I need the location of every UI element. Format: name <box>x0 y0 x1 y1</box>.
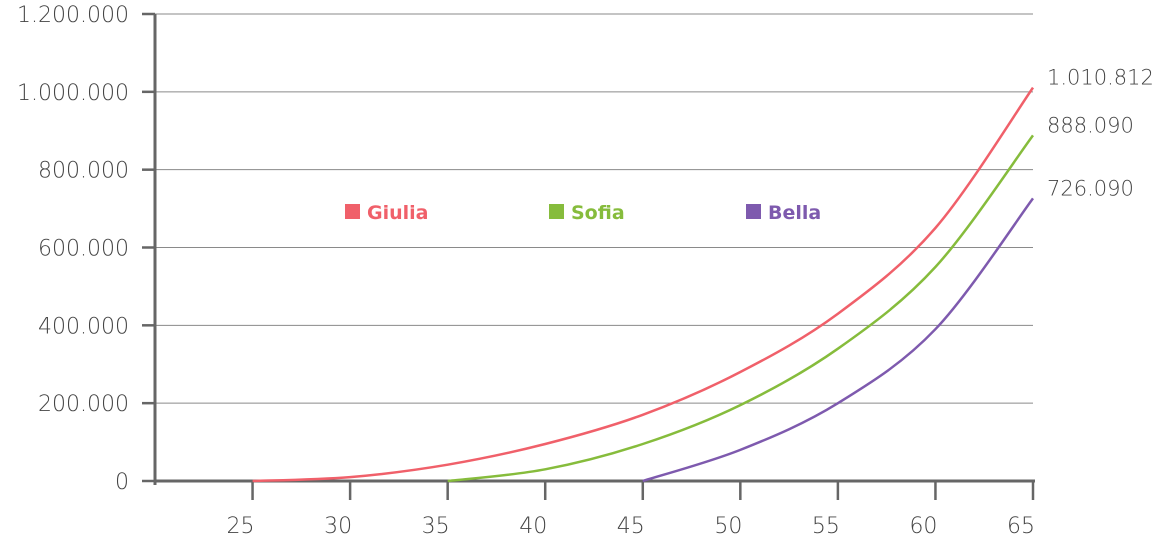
end-label-sofia: 888.090 <box>1047 113 1134 137</box>
x-tick-label: 40 <box>519 514 547 537</box>
y-tick-label: 200.000 <box>38 392 129 417</box>
x-tick-label: 30 <box>324 514 352 537</box>
x-tick-label: 50 <box>714 514 742 537</box>
y-tick-label: 0 <box>115 470 129 495</box>
y-tick-label: 800.000 <box>38 159 129 184</box>
legend-swatch-sofia <box>549 204 564 219</box>
x-tick-label: 65 <box>1007 514 1035 537</box>
x-axis-ticks: 25 30 35 40 45 50 55 60 65 <box>227 481 1035 537</box>
y-axis-ticks: 0 200.000 400.000 600.000 800.000 1.000.000 1.… <box>17 3 155 495</box>
axes <box>153 14 1035 485</box>
x-tick-label: 35 <box>422 514 450 537</box>
series-line-sofia <box>447 134 1035 483</box>
x-tick-label: 55 <box>812 514 840 537</box>
legend-label-giulia: Giulia <box>367 202 428 224</box>
legend: Giulia Sofia Bella <box>345 202 821 224</box>
x-tick-label: 45 <box>617 514 645 537</box>
y-tick-label: 1.000.000 <box>17 81 129 106</box>
y-tick-label: 600.000 <box>38 237 129 262</box>
series-line-bella <box>642 197 1035 483</box>
series-end-labels: 1.010.812 888.090 726.090 <box>1047 66 1154 201</box>
end-label-bella: 726.090 <box>1047 176 1134 200</box>
legend-label-sofia: Sofia <box>571 202 625 224</box>
y-tick-label: 1.200.000 <box>17 3 129 28</box>
y-tick-label: 400.000 <box>38 314 129 339</box>
series-lines <box>252 86 1035 483</box>
x-tick-label: 25 <box>227 514 255 537</box>
grid-lines <box>155 13 1033 404</box>
series-line-giulia <box>252 86 1035 483</box>
x-tick-label: 60 <box>909 514 937 537</box>
legend-swatch-bella <box>746 204 761 219</box>
end-label-giulia: 1.010.812 <box>1047 66 1154 90</box>
legend-label-bella: Bella <box>768 202 821 224</box>
legend-swatch-giulia <box>345 204 360 219</box>
